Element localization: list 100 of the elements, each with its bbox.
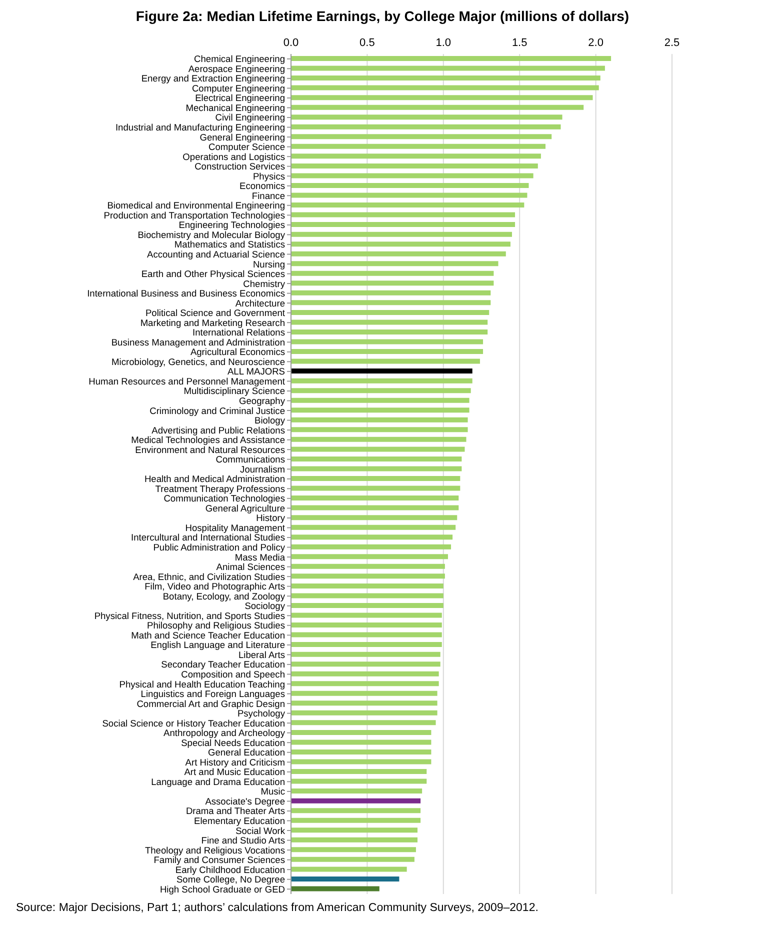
y-tick-label: Fine and Studio Arts bbox=[201, 836, 286, 846]
y-tick-label: Anthropology and Archeology bbox=[164, 728, 286, 738]
bar bbox=[291, 378, 472, 384]
y-tick-label: Math and Science Teacher Education bbox=[131, 630, 285, 640]
bar bbox=[291, 104, 584, 110]
bar bbox=[291, 632, 442, 638]
bar bbox=[291, 788, 422, 794]
bar bbox=[291, 866, 407, 872]
y-tick-label: General Agriculture bbox=[205, 503, 285, 514]
y-tick-label: Environment and Natural Resources bbox=[135, 444, 286, 455]
bar bbox=[291, 456, 462, 462]
bar bbox=[291, 417, 468, 422]
y-tick-label: International Business and Business Economics bbox=[87, 288, 286, 299]
bar bbox=[291, 427, 468, 432]
x-tick-label: 0.5 bbox=[360, 37, 375, 49]
y-tick-label: Language and Drama Education bbox=[151, 776, 285, 787]
bar bbox=[291, 446, 465, 452]
bar bbox=[291, 349, 484, 354]
y-tick-label: Family and Consumer Sciences bbox=[154, 855, 286, 866]
bar bbox=[291, 154, 541, 159]
y-tick-label: Microbiology, Genetics, and Neuroscience bbox=[112, 356, 285, 367]
bar bbox=[291, 876, 400, 882]
chart-title: Figure 2a: Median Lifetime Earnings, by College Major (millions of dollars) bbox=[134, 8, 630, 26]
y-tick-label: Social Work bbox=[236, 826, 286, 836]
y-tick-label: Geography bbox=[239, 396, 286, 406]
bar bbox=[291, 710, 438, 716]
y-tick-label: Construction Services bbox=[194, 162, 286, 172]
y-tick-label: History bbox=[256, 513, 286, 524]
bar bbox=[291, 856, 414, 862]
y-tick-label: General Education bbox=[208, 748, 285, 758]
y-tick-label: Operations and Logistics bbox=[182, 152, 286, 162]
bar bbox=[291, 612, 442, 618]
y-tick-label: Composition and Speech bbox=[181, 669, 285, 680]
x-tick-label: 2.5 bbox=[664, 37, 680, 49]
y-tick-label: High School Graduate or GED bbox=[160, 884, 286, 894]
y-tick-label: Chemistry bbox=[243, 278, 286, 289]
bar bbox=[291, 222, 516, 228]
y-tick-label: Associate's Degree bbox=[205, 796, 285, 806]
bar bbox=[291, 358, 480, 364]
bar bbox=[291, 329, 488, 334]
y-tick-label: Nursing bbox=[252, 259, 285, 270]
bar bbox=[291, 671, 439, 676]
bar bbox=[291, 740, 432, 745]
y-tick-label: Philosophy and Religious Studies bbox=[147, 620, 286, 631]
bar bbox=[291, 368, 472, 374]
y-tick-label: Business Management and Administration bbox=[111, 337, 285, 348]
y-tick-label: Drama and Theater Arts bbox=[186, 806, 286, 816]
bar bbox=[291, 690, 438, 696]
y-tick-label: Area, Ethnic, and Civilization Studies bbox=[133, 572, 286, 582]
bar bbox=[291, 66, 605, 71]
bar bbox=[291, 232, 512, 237]
bar bbox=[291, 436, 466, 442]
y-tick-label: Animal Sciences bbox=[216, 562, 286, 572]
bar bbox=[291, 476, 460, 481]
y-tick-label: Art and Music Education bbox=[184, 767, 285, 778]
y-tick-label: ALL MAJORS bbox=[227, 366, 285, 377]
bar bbox=[291, 886, 380, 892]
y-tick-label: Secondary Teacher Education bbox=[161, 660, 285, 670]
y-tick-label: Linguistics and Foreign Languages bbox=[140, 689, 286, 700]
x-tick-label: 0.0 bbox=[283, 37, 299, 49]
bar bbox=[291, 310, 490, 315]
y-tick-label: English Language and Literature bbox=[150, 640, 285, 650]
y-tick-label: Early Childhood Education bbox=[175, 864, 285, 875]
bar bbox=[291, 544, 452, 550]
y-tick-label: Marketing and Marketing Research bbox=[140, 318, 285, 328]
y-tick-label: International Relations bbox=[192, 328, 286, 338]
y-tick-label: Theology and Religious Vocations bbox=[144, 845, 286, 856]
bar bbox=[291, 837, 418, 842]
y-tick-label: Political Science and Government bbox=[145, 308, 286, 318]
y-tick-label: Social Science or History Teacher Education bbox=[102, 718, 285, 728]
bar bbox=[291, 280, 494, 286]
bar bbox=[291, 270, 494, 276]
bar bbox=[291, 798, 421, 804]
bar bbox=[291, 173, 534, 178]
x-tick-label: 1.0 bbox=[436, 37, 452, 49]
y-tick-label: Communication Technologies bbox=[164, 494, 286, 504]
bar bbox=[291, 720, 436, 726]
bar bbox=[291, 398, 470, 403]
y-tick-label: Music bbox=[260, 786, 286, 797]
y-tick-label: Journalism bbox=[240, 464, 286, 474]
y-tick-label: Commercial Art and Graphic Design bbox=[136, 698, 285, 709]
bar bbox=[291, 622, 442, 628]
bar bbox=[291, 76, 600, 81]
bar bbox=[291, 408, 470, 413]
bar bbox=[291, 261, 498, 266]
y-tick-label: Engineering Technologies bbox=[178, 220, 286, 230]
y-tick-label: Intercultural and International Studies bbox=[130, 532, 286, 543]
bar bbox=[291, 818, 421, 823]
bar bbox=[291, 163, 538, 168]
bar bbox=[291, 593, 444, 598]
bar bbox=[291, 524, 456, 530]
bar bbox=[291, 192, 528, 198]
source-note: Source: Major Decisions, Part 1; authors’ calculations from American Community Surveys, 2009–2012. bbox=[15, 902, 540, 914]
y-tick-label: Production and Transportation Technologies bbox=[104, 210, 286, 220]
x-tick-label: 2.0 bbox=[588, 37, 604, 49]
bar bbox=[291, 700, 438, 706]
y-tick-label: Art History and Criticism bbox=[185, 757, 286, 768]
bar bbox=[291, 251, 506, 256]
y-tick-label: Liberal Arts bbox=[238, 650, 286, 660]
x-tick-label: 1.5 bbox=[512, 37, 528, 49]
